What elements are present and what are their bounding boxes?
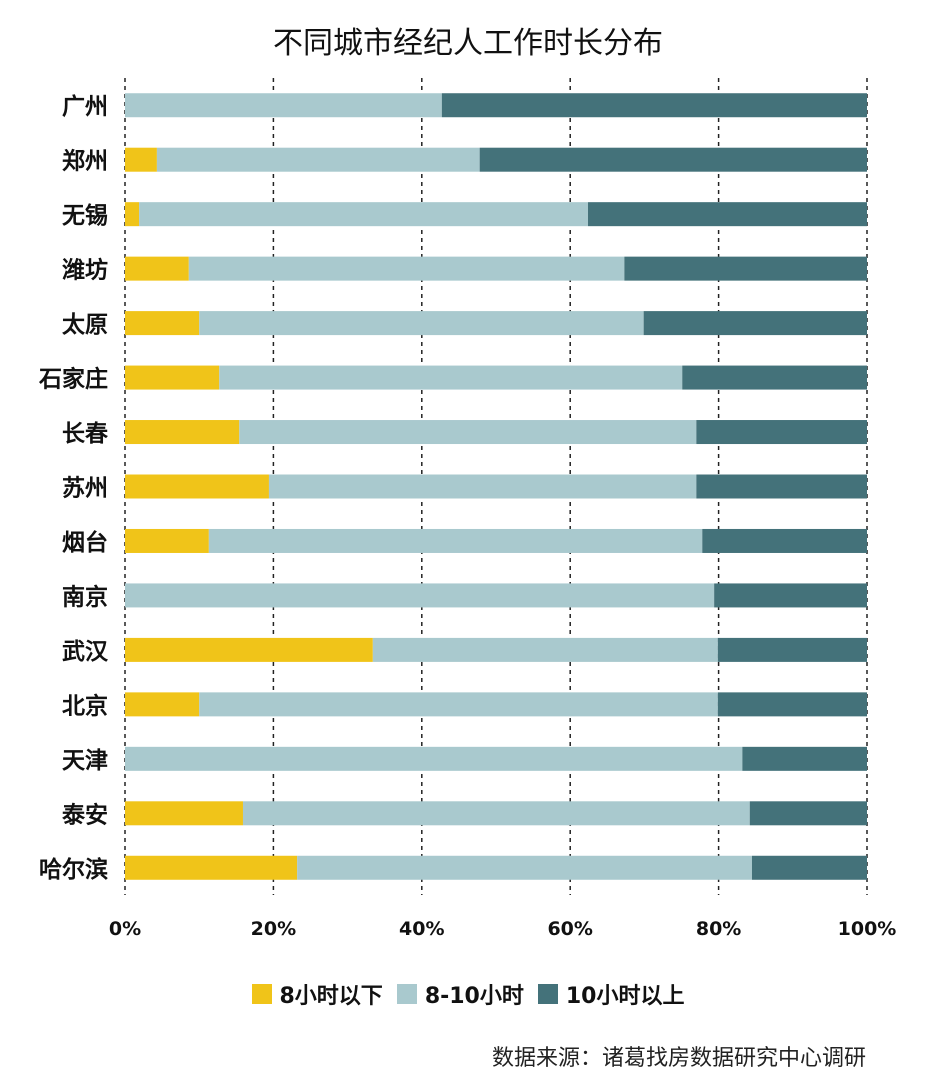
bar-segment [751, 855, 867, 880]
chart-title: 不同城市经纪人工作时长分布 [273, 26, 663, 61]
bar-segment [479, 147, 867, 172]
x-tick-label: 20% [251, 918, 296, 940]
bar-segment [125, 746, 743, 771]
bar-segment [239, 420, 697, 445]
y-tick-label: 天津 [62, 747, 108, 774]
legend-item: 10小时以上 [537, 978, 685, 1010]
bar-segment [125, 202, 140, 227]
legend: 8小时以下 8-10小时 10小时以上 [0, 978, 936, 1010]
x-tick-label: 60% [547, 918, 592, 940]
bar-segment [372, 637, 718, 662]
legend-swatch [251, 984, 272, 1004]
bar-segment [624, 256, 867, 281]
bar-segment [717, 637, 867, 662]
bar-segment [696, 420, 867, 445]
bar-segment [749, 801, 867, 826]
y-tick-label: 石家庄 [38, 366, 108, 393]
bar-segment [714, 583, 867, 608]
bar-segment [125, 311, 200, 336]
y-tick-label: 烟台 [62, 529, 108, 556]
y-tick-label: 武汉 [62, 639, 109, 665]
bar-segment [199, 692, 718, 717]
y-tick-label: 潍坊 [62, 257, 108, 284]
bar-segment [125, 801, 243, 826]
bar-segment [125, 147, 157, 172]
legend-item: 8小时以下 [251, 978, 383, 1010]
x-tick-label: 40% [399, 918, 444, 940]
bar-segment [268, 474, 697, 499]
source-note: 数据来源：诸葛找房数据研究中心调研 [491, 1046, 866, 1071]
y-tick-label: 太原 [62, 312, 108, 338]
bar-segment [125, 365, 220, 390]
bar-segment [717, 692, 867, 717]
y-tick-label: 哈尔滨 [39, 856, 108, 883]
bar-segment [188, 256, 625, 281]
y-tick-label: 广州 [62, 93, 108, 120]
bar-segment [125, 420, 240, 445]
bar-segment [742, 746, 867, 771]
plot-area: 0% 20% 40% 60% 80% 100% 广州郑州无锡潍坊太原石家庄长春苏州烟台南京武… [38, 78, 897, 940]
bar-segment [125, 93, 442, 118]
bar-segment [208, 528, 703, 553]
legend-label: 8-10小时 [424, 984, 524, 1009]
bar-segment [643, 311, 867, 336]
bar-segment [242, 801, 750, 826]
bar-segment [219, 365, 683, 390]
bar-segment [125, 528, 209, 553]
bar-segment [682, 365, 867, 390]
bar-segment [297, 855, 752, 880]
y-tick-label: 泰安 [61, 801, 108, 828]
bar-segment [125, 583, 715, 608]
legend-swatch [537, 984, 558, 1004]
x-tick-label: 0% [109, 918, 141, 940]
bar-segment [199, 311, 644, 336]
x-tick-label: 80% [696, 918, 741, 940]
x-tick-label: 100% [838, 918, 897, 940]
bar-segment [125, 637, 373, 662]
y-tick-label: 郑州 [62, 149, 108, 175]
y-tick-label: 南京 [62, 583, 108, 610]
bar-segment [125, 855, 298, 880]
legend-label: 8小时以下 [279, 984, 383, 1009]
bar-segment [156, 147, 480, 172]
bar-segment [588, 202, 867, 227]
y-tick-label: 无锡 [62, 203, 108, 229]
bar-segment [139, 202, 589, 227]
bar-segment [125, 256, 189, 281]
bar-segment [125, 474, 269, 499]
y-tick-label: 苏州 [62, 476, 108, 502]
bar-segment [441, 93, 867, 118]
bar-segment [125, 692, 200, 717]
legend-item: 8-10小时 [396, 978, 524, 1010]
bar-segment [696, 474, 867, 499]
bar-segment [702, 528, 867, 553]
legend-swatch [396, 984, 417, 1004]
y-tick-label: 长春 [62, 421, 109, 447]
legend-label: 10小时以上 [565, 984, 685, 1009]
y-tick-label: 北京 [62, 692, 108, 719]
